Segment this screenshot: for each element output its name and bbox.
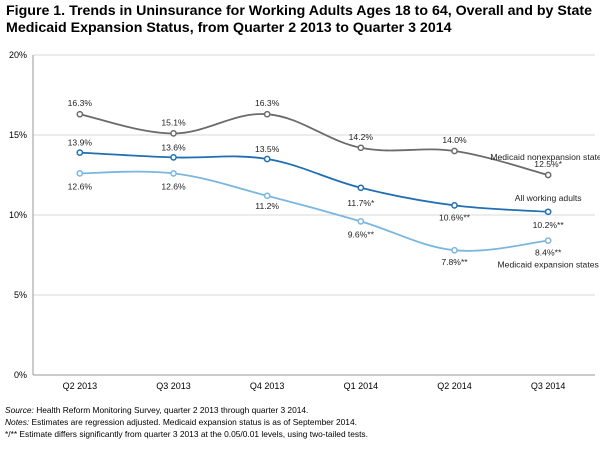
data-label: 14.0% — [442, 135, 467, 145]
data-point — [76, 170, 84, 177]
chart-title: Figure 1. Trends in Uninsurance for Work… — [6, 3, 594, 37]
data-point — [544, 171, 552, 179]
series-line-medicaid-nonexpansion-states — [79, 113, 549, 176]
data-point — [544, 208, 552, 216]
data-point — [170, 170, 177, 177]
data-label: 10.6%** — [439, 212, 471, 222]
x-tick-label: Q1 2014 — [344, 381, 379, 391]
data-label: 10.2%** — [533, 220, 565, 230]
data-label: 11.2% — [255, 201, 279, 211]
line-chart: 0% 5% 10% 15% 20% Q2 2013 Q3 2013 Q4 2013 Q1 201… — [9, 50, 600, 391]
x-tick-label: Q4 2013 — [250, 381, 285, 391]
data-point — [76, 149, 84, 156]
data-point — [170, 130, 177, 137]
source-text: Health Reform Monitoring Survey, quarter… — [33, 405, 309, 415]
series-line-medicaid-expansion-states — [79, 170, 549, 252]
data-point — [76, 110, 84, 118]
data-label: 13.9% — [68, 138, 93, 148]
chart-title-line-1: Figure 1. Trends in Uninsurance for Work… — [6, 3, 593, 19]
data-label: 9.6%** — [348, 229, 375, 239]
series-label: All working adults — [515, 193, 582, 203]
data-label: 14.2% — [349, 132, 374, 142]
data-point — [263, 155, 271, 163]
data-label: 7.8%** — [441, 257, 468, 267]
data-point — [263, 110, 271, 118]
chart-notes: Source: Health Reform Monitoring Survey,… — [5, 404, 595, 440]
data-point — [357, 184, 365, 192]
x-tick-label: Q2 2013 — [63, 381, 98, 391]
data-label: 13.5% — [255, 144, 280, 154]
data-point — [451, 246, 458, 254]
data-point — [170, 154, 177, 161]
data-label: 8.4%** — [535, 248, 562, 258]
significance-note: */** Estimate differs significantly from… — [5, 429, 368, 439]
data-label: 11.7%* — [347, 198, 375, 208]
data-label: 12.5%* — [534, 159, 562, 169]
data-label: 16.3% — [68, 98, 93, 108]
chart-title-line-2: Medicaid Expansion Status, from Quarter … — [6, 20, 452, 36]
data-label: 16.3% — [255, 98, 280, 108]
notes-text: Estimates are regression adjusted. Medic… — [29, 417, 357, 427]
data-point — [263, 192, 271, 200]
y-tick-label: 5% — [14, 290, 27, 300]
notes-note: Notes: Estimates are regression adjusted… — [5, 416, 595, 428]
notes-label: Notes: — [5, 417, 30, 427]
y-tick-label: 0% — [14, 370, 27, 380]
y-tick-label: 15% — [9, 130, 27, 140]
x-tick-label: Q2 2014 — [437, 381, 472, 391]
y-tick-label: 20% — [9, 50, 27, 60]
y-tick-label: 10% — [9, 210, 27, 220]
data-point — [451, 202, 458, 209]
data-label: 12.6% — [68, 181, 93, 191]
x-tick-label: Q3 2014 — [531, 381, 566, 391]
source-note: Source: Health Reform Monitoring Survey,… — [5, 404, 595, 416]
data-point — [357, 218, 365, 225]
series-label: Medicaid expansion states — [498, 260, 599, 270]
data-label: 13.6% — [161, 142, 186, 152]
data-point — [357, 144, 365, 152]
data-point — [544, 237, 552, 244]
data-label: 15.1% — [161, 117, 186, 127]
series-line-all-working-adults — [79, 151, 549, 213]
series-label: Medicaid nonexpansion states — [490, 152, 600, 162]
data-point — [451, 147, 458, 155]
source-label: Source: — [5, 405, 34, 415]
x-tick-label: Q3 2013 — [156, 381, 191, 391]
data-label: 12.6% — [161, 181, 186, 191]
